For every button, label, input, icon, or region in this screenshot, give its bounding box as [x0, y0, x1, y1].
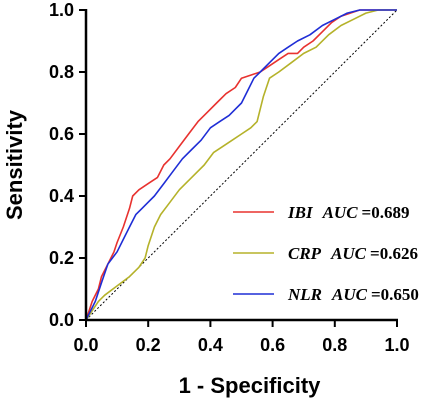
y-tick-label: 0.6	[49, 124, 74, 144]
legend-entry-ibi: IBI AUC =0.689	[233, 203, 409, 222]
legend-auc-label: AUC	[331, 285, 368, 304]
y-tick-label: 1.0	[49, 0, 74, 20]
legend-auc-value: =0.626	[370, 244, 418, 263]
x-tick-label: 0.0	[73, 335, 98, 355]
legend-series-name: IBI	[287, 203, 314, 222]
legend-auc-label: AUC	[322, 203, 359, 222]
legend-label-crp: CRP AUC =0.626	[288, 244, 418, 263]
tick-layer: 0.0 0.2 0.4 0.6 0.8 1.0 0.0 0.2 0.4 0.6 0.8 1.0	[49, 0, 410, 355]
x-tick-label: 0.6	[260, 335, 285, 355]
legend: IBI AUC =0.689 CRP AUC =0.626 NLR AUC =0…	[233, 203, 419, 304]
legend-label-nlr: NLR AUC =0.650	[287, 285, 419, 304]
legend-series-name: NLR	[287, 285, 322, 304]
legend-auc-label: AUC	[330, 244, 367, 263]
y-tick-label: 0.2	[49, 248, 74, 268]
legend-label-ibi: IBI AUC =0.689	[287, 203, 409, 222]
y-tick-label: 0.0	[49, 310, 74, 330]
legend-auc-value: =0.650	[371, 285, 419, 304]
x-tick-label: 0.8	[322, 335, 347, 355]
series-line-ibi	[85, 9, 397, 321]
x-tick-label: 0.4	[198, 335, 223, 355]
x-tick-label: 1.0	[384, 335, 409, 355]
series-line-crp	[85, 9, 397, 321]
legend-auc-value: =0.689	[362, 203, 410, 222]
y-axis-title: Sensitivity	[2, 109, 27, 220]
legend-entry-nlr: NLR AUC =0.650	[233, 285, 419, 304]
x-axis-title: 1 - Specificity	[179, 373, 322, 398]
y-tick-label: 0.8	[49, 62, 74, 82]
x-tick-label: 0.2	[136, 335, 161, 355]
series-layer	[85, 9, 397, 321]
series-line-nlr	[85, 9, 397, 321]
legend-entry-crp: CRP AUC =0.626	[233, 244, 418, 263]
y-tick-label: 0.4	[49, 186, 74, 206]
legend-series-name: CRP	[288, 244, 322, 263]
